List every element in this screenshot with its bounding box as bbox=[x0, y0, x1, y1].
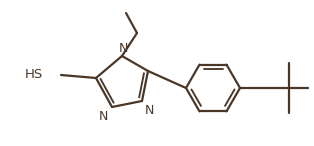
Text: HS: HS bbox=[25, 68, 43, 81]
Text: N: N bbox=[99, 110, 108, 123]
Text: N: N bbox=[118, 42, 128, 55]
Text: N: N bbox=[145, 104, 154, 117]
